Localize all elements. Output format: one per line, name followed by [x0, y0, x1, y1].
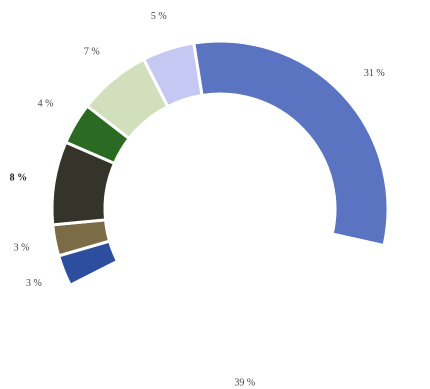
- slice-label-2: 3 %: [26, 278, 42, 289]
- slice-label-7: 5 %: [151, 11, 167, 22]
- slices-group: [50, 39, 390, 379]
- slice-1: [68, 232, 386, 379]
- slice-7: [141, 41, 204, 109]
- slice-0: [192, 39, 390, 248]
- labels-group: 31 % 39 % 3 % 3 % 8 % 4 % 7 % 5 %: [10, 11, 385, 388]
- slice-label-4: 8 %: [10, 172, 28, 183]
- slice-label-1: 39 %: [234, 377, 255, 388]
- slice-label-3: 3 %: [14, 242, 30, 253]
- slice-label-0: 31 %: [364, 68, 385, 79]
- slice-label-6: 7 %: [84, 47, 100, 58]
- slice-label-5: 4 %: [38, 98, 54, 109]
